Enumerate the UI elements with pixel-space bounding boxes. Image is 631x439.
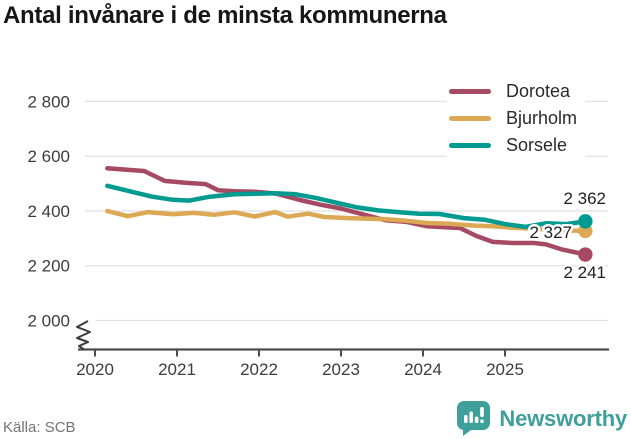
x-axis-ticks (94, 349, 506, 357)
legend-item-bjurholm: Bjurholm (449, 105, 577, 132)
legend-label-dorotea: Dorotea (506, 81, 571, 101)
x-tick-label: 2021 (158, 360, 196, 379)
source-note: Källa: SCB (3, 419, 76, 436)
series-end-dots (578, 214, 593, 262)
end-label-sorsele: 2 362 (563, 189, 606, 208)
legend-label-sorsele: Sorsele (506, 135, 568, 155)
end-label-dorotea: 2 241 (563, 263, 606, 282)
legend-swatch-bjurholm (449, 116, 491, 121)
end-label-bjurholm: 2 327 (529, 223, 572, 242)
series-lines (105, 166, 588, 257)
newsworthy-logo[interactable]: Newsworthy (456, 400, 627, 437)
series-line-dorotea (105, 166, 588, 257)
end-dot-sorsele (578, 214, 593, 229)
legend-item-sorsele: Sorsele (449, 132, 577, 159)
x-axis-labels: 2020 2021 2022 2023 2024 2025 (76, 360, 524, 379)
legend: Dorotea Bjurholm Sorsele (447, 76, 586, 165)
series-line-bjurholm (105, 208, 588, 234)
chart-title: Antal invånare i de minsta kommunerna (3, 2, 447, 29)
newsworthy-wordmark: Newsworthy (499, 405, 627, 431)
y-tick-label: 2 800 (27, 92, 70, 111)
legend-item-dorotea: Dorotea (449, 78, 577, 105)
x-tick-label: 2020 (76, 360, 114, 379)
y-tick-label: 2 400 (27, 202, 70, 221)
y-axis-break-icon (76, 320, 91, 351)
x-tick-label: 2023 (322, 360, 360, 379)
bar-chart-speech-bubble-icon (457, 401, 491, 436)
y-tick-label: 2 600 (27, 147, 70, 166)
y-axis-labels: 2 000 2 200 2 400 2 600 2 800 (27, 92, 70, 330)
x-tick-label: 2024 (404, 360, 442, 379)
end-dot-dorotea (578, 247, 593, 262)
legend-swatch-dorotea (449, 89, 491, 94)
y-tick-label: 2 200 (27, 257, 70, 276)
legend-swatch-sorsele (449, 143, 491, 148)
x-tick-label: 2022 (240, 360, 278, 379)
series-line-sorsele (105, 183, 588, 230)
legend-label-bjurholm: Bjurholm (506, 108, 578, 128)
y-tick-label: 2 000 (27, 312, 70, 331)
x-tick-label: 2025 (486, 360, 524, 379)
